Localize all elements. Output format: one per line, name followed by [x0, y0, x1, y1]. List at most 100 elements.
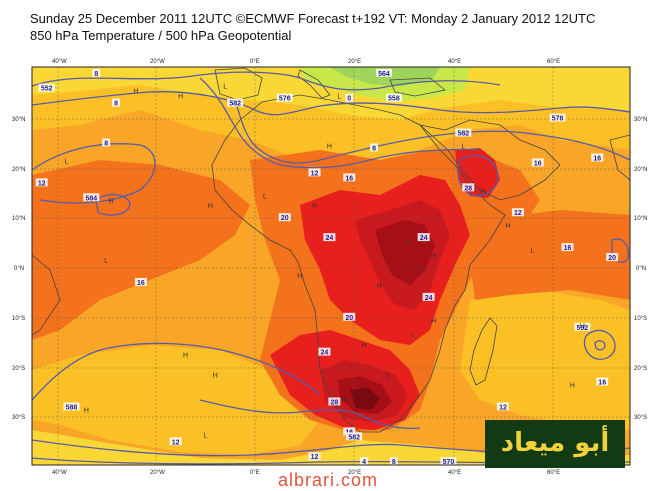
- site-watermark: albrari.com: [277, 470, 379, 490]
- left-lat-30n: 30°N: [12, 117, 25, 123]
- right-lat-labels: 30°N 20°N 10°N 0°N 10°S 20°S 30°S: [634, 117, 647, 421]
- contour-label: 8: [392, 459, 396, 466]
- high-pressure-marker: H: [178, 94, 183, 101]
- top-lon-20e: 20°E: [348, 59, 361, 65]
- coastlines: [32, 67, 630, 433]
- contour-588: [32, 342, 321, 401]
- contour-label: 20: [608, 255, 616, 262]
- contour-564: [32, 143, 156, 204]
- contour-label: 24: [425, 295, 433, 302]
- bottom-lon-20e: 20°E: [348, 470, 361, 476]
- temp-band-36-40-south: [350, 388, 380, 410]
- high-pressure-marker: H: [297, 273, 302, 280]
- contour-label-bg: [343, 427, 356, 436]
- coast-brazil: [32, 254, 61, 336]
- contour-label-bg: [323, 233, 336, 242]
- contour-label-bg: [35, 178, 48, 187]
- bottom-lon-20w: 20°W: [150, 470, 165, 476]
- contour-label-bg: [531, 158, 544, 167]
- logo-badge: أبو ميعاد: [485, 420, 625, 468]
- contour-label-bg: [511, 208, 524, 217]
- contour-label: 552: [41, 86, 53, 93]
- left-lat-0: 0°N: [14, 266, 24, 272]
- contour-label: 20: [345, 315, 353, 322]
- high-pressure-marker: H: [327, 143, 332, 150]
- left-lat-20n: 20°N: [12, 167, 25, 173]
- contour-label-bg: [440, 457, 457, 466]
- contour-label: 20: [281, 215, 289, 222]
- top-lon-60e: 60°E: [547, 59, 560, 65]
- contour-label-bg: [112, 98, 121, 107]
- high-pressure-marker: H: [213, 373, 218, 380]
- bottom-lon-40e: 40°E: [448, 470, 461, 476]
- contour-label: 16: [534, 160, 542, 167]
- right-lat-10s: 10°S: [634, 316, 647, 322]
- contour-label-bg: [169, 437, 182, 446]
- contour-label: 12: [514, 210, 522, 217]
- contour-label-bg: [606, 253, 619, 262]
- contour-label-bg: [591, 153, 604, 162]
- temp-band-12-16-south: [32, 430, 630, 465]
- right-lat-30s: 30°S: [634, 415, 647, 421]
- low-pressure-marker: L: [223, 84, 227, 91]
- coast-iberia: [214, 67, 263, 101]
- bottom-lon-0: 0°E: [250, 470, 260, 476]
- contour-label-bg: [92, 68, 101, 77]
- contour-label: 12: [38, 180, 46, 187]
- temp-band-16-20-south-west: [32, 345, 320, 455]
- high-pressure-marker: H: [376, 283, 381, 290]
- contour-label-bg: [455, 128, 472, 137]
- contour-label: 28: [464, 185, 472, 192]
- contour-label: 16: [345, 175, 353, 182]
- contour-label: 558: [388, 96, 400, 103]
- contour-label-bg: [360, 457, 369, 466]
- contour-label: 4: [362, 459, 366, 466]
- right-lat-20s: 20°S: [634, 366, 647, 372]
- high-pressure-marker: H: [570, 383, 575, 390]
- contour-label-bg: [276, 93, 293, 102]
- contour-label: 592: [577, 325, 589, 332]
- coast-india: [609, 134, 630, 181]
- contour-label-bg: [345, 93, 354, 102]
- contour-label: 24: [420, 235, 428, 242]
- high-pressure-marker: H: [183, 353, 188, 360]
- coast-italy: [297, 69, 331, 99]
- low-pressure-marker: L: [531, 248, 535, 255]
- low-pressure-marker: L: [104, 258, 108, 265]
- contour-label: 16: [564, 245, 572, 252]
- contour-label: 8: [104, 141, 108, 148]
- left-lat-10s: 10°S: [12, 316, 25, 322]
- low-pressure-marker: L: [412, 333, 416, 340]
- contour-label: 16: [598, 380, 606, 387]
- high-pressure-marker: H: [312, 203, 317, 210]
- contour-584-loop: [95, 193, 131, 216]
- contour-label-bg: [346, 432, 363, 441]
- contour-label: 0: [347, 96, 351, 103]
- contour-582: [234, 99, 630, 164]
- contour-label-bg: [343, 173, 356, 182]
- contour-label-bg: [63, 402, 80, 411]
- contour-592-loop: [583, 329, 616, 360]
- high-pressure-marker: H: [84, 407, 89, 414]
- temp-band-20-24-se: [470, 210, 630, 300]
- map-frame: [31, 66, 631, 466]
- contour-label-bg: [497, 402, 509, 411]
- low-pressure-marker: L: [461, 143, 465, 150]
- high-pressure-marker: H: [362, 343, 367, 350]
- top-lon-20w: 20°W: [150, 59, 165, 65]
- high-pressure-marker: H: [109, 198, 114, 205]
- low-pressure-marker: L: [387, 373, 391, 380]
- contour-label: 584: [85, 195, 97, 202]
- contour-558: [32, 91, 630, 116]
- contour-label: 12: [499, 404, 507, 411]
- forecast-title: Sunday 25 December 2011 12UTC ©ECMWF For…: [30, 11, 596, 26]
- contour-label-bg: [134, 277, 147, 286]
- top-lon-0: 0°E: [250, 59, 260, 65]
- top-lon-40e: 40°E: [448, 59, 461, 65]
- contour-label: 564: [378, 71, 390, 78]
- forecast-subtitle: 850 hPa Temperature / 500 hPa Geopotenti…: [30, 28, 292, 43]
- contour-label: 582: [457, 131, 469, 138]
- contour-label-bg: [389, 457, 398, 466]
- high-pressure-marker: H: [133, 89, 138, 96]
